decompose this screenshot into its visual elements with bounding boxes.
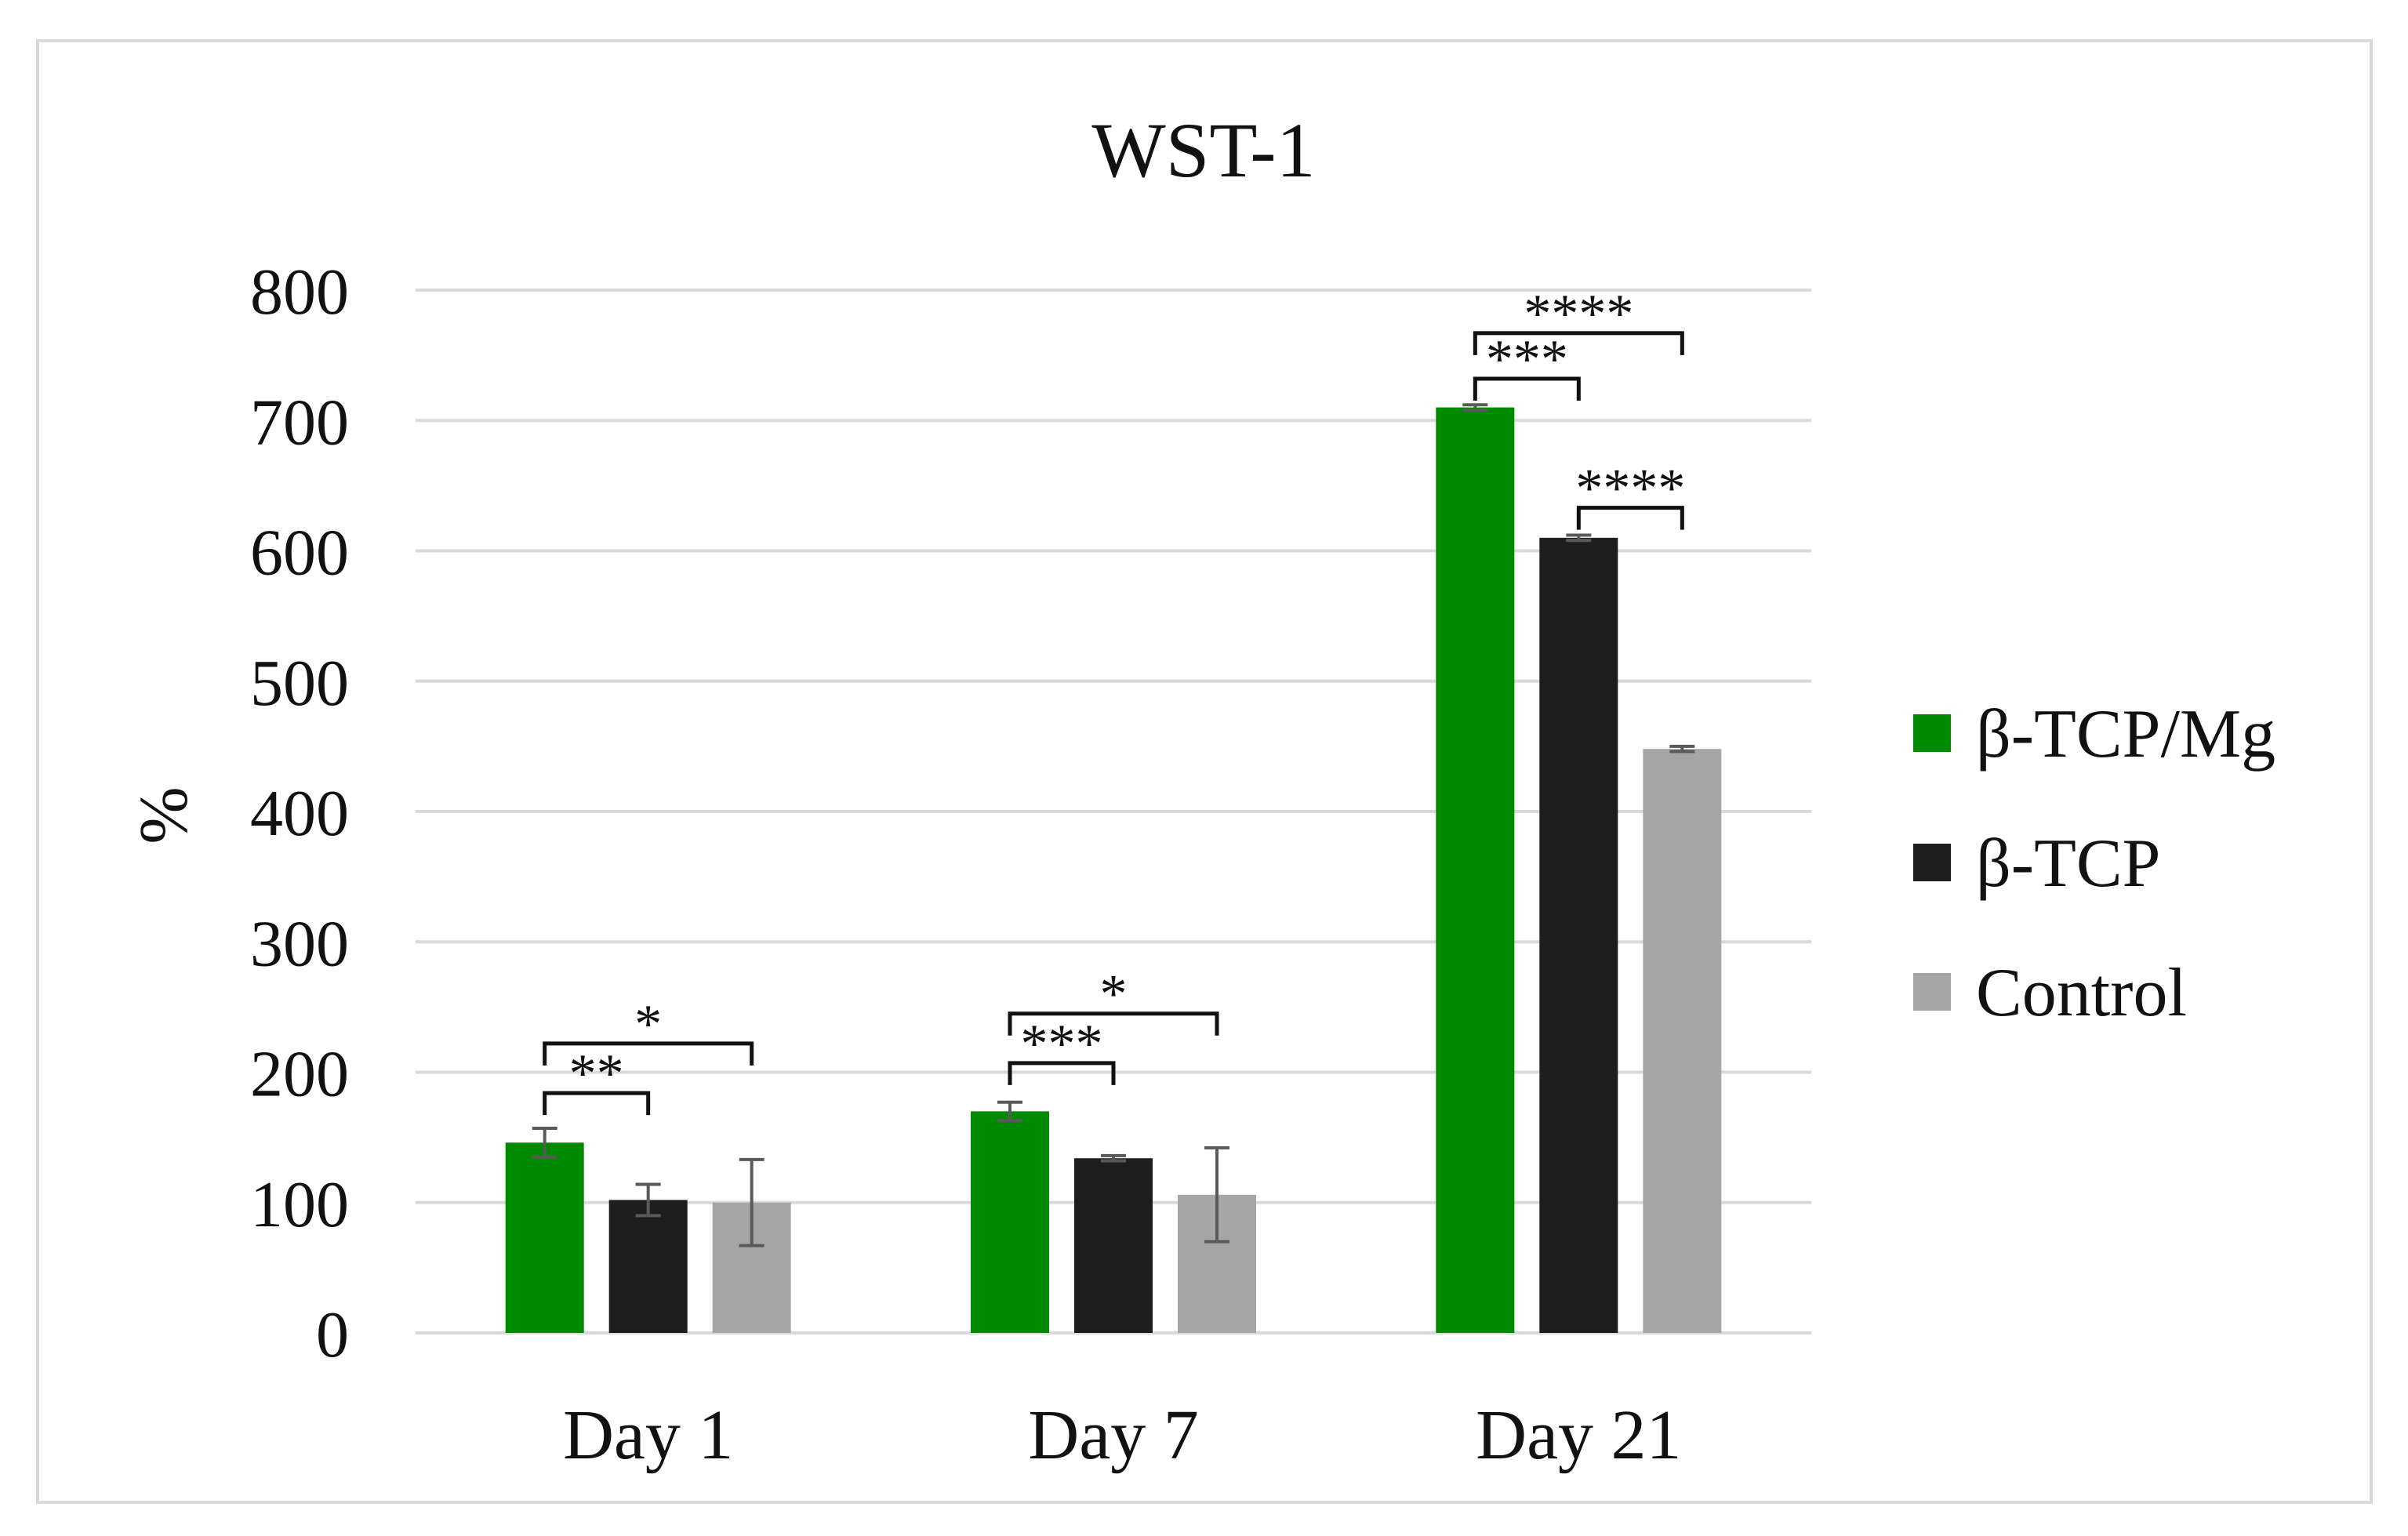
error-bar bbox=[532, 1126, 558, 1159]
bar bbox=[1436, 407, 1515, 1333]
error-bar bbox=[739, 1157, 765, 1247]
legend-item: Control bbox=[1913, 955, 2187, 1031]
y-tick-label: 0 bbox=[316, 1298, 349, 1371]
error-bar bbox=[1204, 1146, 1229, 1244]
significance-bracket: * bbox=[1008, 964, 1219, 1036]
bracket-line bbox=[1008, 1061, 1116, 1085]
error-bar bbox=[997, 1100, 1022, 1123]
significance-bracket: * bbox=[543, 994, 754, 1066]
legend-label: Control bbox=[1976, 955, 2187, 1031]
y-axis-label: % bbox=[126, 786, 202, 844]
bracket-line bbox=[543, 1091, 651, 1116]
legend-item: β-TCP/Mg bbox=[1913, 696, 2275, 772]
significance-label: * bbox=[1100, 964, 1128, 1025]
bar bbox=[1074, 1158, 1153, 1333]
significance-bracket: *** bbox=[1008, 1014, 1116, 1085]
legend-swatch bbox=[1913, 973, 1951, 1011]
significance-bracket: *** bbox=[1473, 329, 1581, 401]
y-tick-label: 400 bbox=[250, 777, 349, 850]
legend-label: β-TCP/Mg bbox=[1976, 696, 2275, 772]
bracket-line bbox=[1008, 1011, 1219, 1036]
bar bbox=[505, 1142, 584, 1333]
y-tick-label: 600 bbox=[250, 517, 349, 590]
bar bbox=[608, 1200, 688, 1333]
legend-swatch bbox=[1913, 714, 1951, 752]
x-tick-label: Day 1 bbox=[563, 1396, 733, 1474]
bars bbox=[505, 407, 1722, 1333]
x-tick-label: Day 21 bbox=[1476, 1396, 1681, 1474]
significance-bracket: ** bbox=[543, 1044, 651, 1116]
significance-label: * bbox=[634, 994, 662, 1055]
bracket-line bbox=[1473, 331, 1684, 355]
y-tick-label: 100 bbox=[250, 1168, 349, 1241]
significance-brackets: ****************** bbox=[543, 284, 1685, 1116]
error-bar bbox=[1462, 403, 1488, 412]
error-bars bbox=[532, 403, 1695, 1247]
y-tick-label: 800 bbox=[250, 256, 349, 329]
x-axis-ticks: Day 1 Day 7 Day 21 bbox=[563, 1396, 1682, 1474]
significance-label: *** bbox=[1486, 329, 1568, 390]
bracket-line bbox=[543, 1041, 754, 1066]
error-bar bbox=[1566, 533, 1592, 543]
bracket-line bbox=[1473, 376, 1581, 401]
legend: β-TCP/Mg β-TCP Control bbox=[1913, 696, 2275, 1031]
error-bar bbox=[1669, 744, 1695, 753]
bar bbox=[1539, 537, 1618, 1333]
bracket-line bbox=[1576, 506, 1684, 530]
significance-label: **** bbox=[1524, 284, 1633, 344]
y-tick-label: 200 bbox=[250, 1038, 349, 1111]
error-bar bbox=[1101, 1153, 1126, 1163]
chart-title: WST-1 bbox=[1091, 107, 1315, 194]
significance-label: *** bbox=[1021, 1014, 1103, 1074]
error-bar bbox=[635, 1182, 661, 1218]
bar bbox=[971, 1111, 1049, 1333]
bar bbox=[1643, 749, 1722, 1333]
y-tick-label: 500 bbox=[250, 647, 349, 720]
y-axis-ticks: 0 100 200 300 400 500 600 700 800 bbox=[250, 256, 349, 1371]
legend-label: β-TCP bbox=[1976, 826, 2160, 902]
significance-bracket: **** bbox=[1575, 459, 1685, 530]
x-tick-label: Day 7 bbox=[1028, 1396, 1198, 1474]
significance-label: ** bbox=[569, 1044, 624, 1104]
significance-label: **** bbox=[1575, 459, 1685, 519]
significance-bracket: **** bbox=[1473, 284, 1684, 355]
legend-item: β-TCP bbox=[1913, 826, 2160, 902]
y-tick-label: 300 bbox=[250, 907, 349, 980]
y-tick-label: 700 bbox=[250, 386, 349, 459]
legend-swatch bbox=[1913, 844, 1951, 881]
